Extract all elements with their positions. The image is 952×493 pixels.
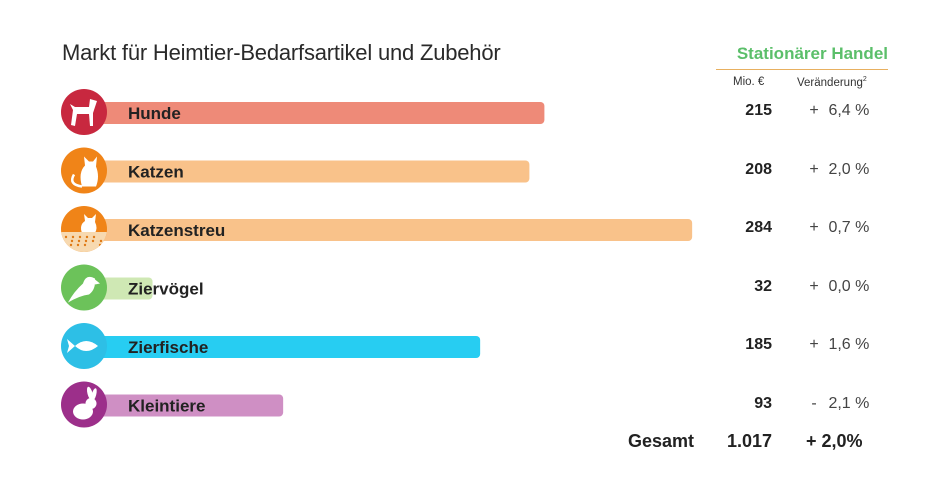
cat-litter-icon [61,206,107,252]
change-sign: + [809,219,819,236]
value-label: 284 [745,219,772,236]
change-sign: + [809,102,819,119]
change-sign: + [809,336,819,353]
change-sign: + [809,277,819,295]
change-sign: - [811,394,817,412]
total-change: + 2,0% [806,431,863,451]
change-value: 0,0 % [824,277,870,295]
rabbit-icon [61,381,107,428]
category-label: Katzen [128,163,184,182]
change-sign: + [809,160,819,178]
category-label: Zierfische [128,338,208,357]
total-label: Gesamt [627,431,694,451]
value-label: 215 [745,102,772,119]
value-label: 32 [754,277,772,295]
bar-zierfische [84,336,481,358]
col-change-header: Veränderung2 [797,76,867,89]
category-label: Kleintiere [128,397,205,416]
change-label: + 2,0 % [804,161,894,179]
change-value: 1,6 % [824,336,870,353]
change-label: + 0,0 % [804,278,894,296]
change-value: 2,0 % [824,160,870,178]
change-value: 2,1 % [824,394,870,412]
bird-icon [61,264,107,311]
section-header: Stationärer Handel [716,44,888,70]
col-value-header: Mio. € [733,76,765,88]
change-label: + 0,7 % [804,219,894,237]
bar-kleintiere [84,394,284,417]
change-value: 6,4 % [824,102,870,119]
value-label: 185 [745,336,772,353]
value-label: 208 [745,160,772,178]
total-value: 1.017 [726,431,772,451]
category-label: Ziervögel [128,280,204,299]
change-label: + 1,6 % [804,336,894,354]
value-label: 93 [754,394,772,412]
category-label: Katzenstreu [128,221,225,240]
page-title: Markt für Heimtier-Bedarfsartikel und Zu… [62,40,501,65]
change-label: + 6,4 % [804,102,894,120]
dog-icon [61,89,107,135]
bar-hunde [84,102,545,124]
fish-icon [61,323,107,369]
bar-katzen [84,160,530,183]
change-value: 0,7 % [824,219,870,236]
change-label: - 2,1 % [804,395,894,413]
category-label: Hunde [128,104,181,123]
cat-icon [61,147,107,194]
bar-katzenstreu [84,219,693,241]
